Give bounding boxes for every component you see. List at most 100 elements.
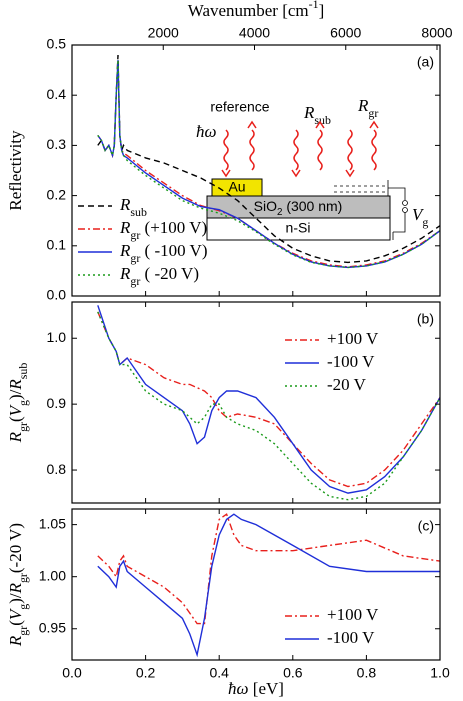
x-tick-label: 0.2: [136, 665, 156, 681]
inset-r-sub: Rsub: [303, 103, 331, 127]
text-part: 2: [277, 207, 282, 218]
wave: [249, 129, 255, 171]
text-part: gr: [16, 422, 30, 432]
text-part: R: [357, 96, 369, 115]
text-part: +100 V: [327, 605, 379, 624]
wave: [317, 129, 323, 171]
x2-tick-label: 2000: [148, 25, 179, 41]
text-part: )/: [6, 593, 25, 604]
text-part: SiO: [254, 198, 277, 214]
plot-frame: [71, 301, 441, 504]
text-part: R: [6, 431, 25, 443]
text-part: [eV]: [249, 679, 284, 698]
y-axis-label: Rgr(Vg)/Rgr(-20 V): [6, 523, 30, 647]
text-part: ( -100 V): [140, 241, 207, 260]
y-tick-label: 1.05: [39, 515, 66, 531]
text-part: g: [422, 215, 428, 229]
plot-frame: [71, 44, 441, 297]
text-part: gr: [16, 626, 30, 636]
text-part: Reflectivity: [6, 130, 25, 211]
text-part: V: [6, 403, 25, 416]
y-tick-label: 1.00: [39, 567, 66, 583]
inset: reference ħω Rsub Rgr Au SiO2 (300 nm) n…: [196, 96, 428, 241]
x-axis-label: ħω [eV]: [228, 679, 284, 698]
text-part: R: [119, 264, 131, 283]
series-line: [97, 311, 440, 488]
text-part: (: [6, 620, 25, 626]
inset-reference: reference: [210, 99, 269, 115]
wave: [347, 129, 353, 171]
legend-label: +100 V: [327, 605, 379, 624]
y-axis-label: Rgr(Vg)/Rsub: [6, 363, 30, 444]
y-tick-label: 0.3: [47, 136, 67, 152]
text-part: gr: [130, 251, 140, 265]
silicon-layer: [206, 217, 391, 241]
text-part: R: [6, 582, 25, 594]
panel-label: (a): [417, 54, 434, 70]
legend-label: Rgr (+100 V): [119, 218, 207, 242]
x-tick-label: 0.6: [283, 665, 303, 681]
text-part: gr: [368, 106, 378, 120]
inset-sio2: SiO2 (300 nm): [254, 198, 343, 218]
series-line: [97, 311, 440, 501]
text-part: R: [6, 379, 25, 391]
legend-label: Rsub: [119, 195, 147, 219]
arrow-heads: [221, 120, 379, 178]
text-part: )/: [6, 389, 25, 400]
text-part: Wavenumber [cm: [188, 1, 309, 20]
text-part: (-20 V): [6, 523, 25, 573]
x-tick-label: 0.4: [209, 665, 229, 681]
text-part: R: [119, 241, 131, 260]
panel-label: (c): [418, 518, 434, 534]
y-tick-label: 0.4: [47, 86, 67, 102]
text-part: gr: [130, 274, 140, 288]
legend-label: -100 V: [327, 352, 375, 371]
legend-label: Rgr ( -100 V): [119, 241, 208, 265]
text-part: g: [16, 604, 30, 610]
plot-frame: [71, 508, 441, 661]
text-part: sub: [314, 113, 331, 127]
x-tick-label: 1.0: [430, 665, 450, 681]
text-part: R: [303, 103, 315, 122]
inset-au: Au: [228, 179, 245, 195]
wave: [223, 129, 229, 171]
wave: [293, 129, 299, 171]
series-line: [97, 305, 440, 494]
text-part: V: [6, 607, 25, 620]
y-tick-label: 0.5: [47, 36, 67, 52]
inset-nsi: n-Si: [286, 220, 311, 236]
wave: [371, 129, 377, 171]
text-part: sub: [16, 363, 30, 380]
text-part: -100 V: [327, 352, 375, 371]
text-part: -100 V: [327, 628, 375, 647]
legend-label: +100 V: [327, 329, 379, 348]
y-tick-label: 1.0: [47, 329, 67, 345]
legend-label: Rgr ( -20 V): [119, 264, 199, 288]
text-part: R: [119, 195, 131, 214]
text-part: +100 V: [327, 329, 379, 348]
text-part: (300 nm): [282, 198, 342, 214]
inset-photon: ħω: [196, 122, 217, 141]
series-line: [97, 513, 440, 658]
text-part: ( -20 V): [140, 264, 199, 283]
text-part: (+100 V): [140, 218, 207, 237]
text-part: -20 V: [327, 375, 367, 394]
text-part: g: [16, 400, 30, 406]
x2-tick-label: 8000: [421, 25, 452, 41]
light-arrows: [221, 120, 379, 178]
y-axis-label: Reflectivity: [6, 130, 25, 211]
x2-axis-label: Wavenumber [cm-1]: [188, 0, 324, 20]
text-part: (: [6, 416, 25, 422]
y-tick-label: 0.0: [47, 287, 67, 303]
legend-label: -100 V: [327, 628, 375, 647]
text-part: gr: [16, 573, 30, 583]
text-part: R: [119, 218, 131, 237]
text-part: ħω: [196, 122, 217, 141]
y-tick-label: 0.2: [47, 186, 67, 202]
x-tick-label: 0.8: [357, 665, 377, 681]
text-part: ]: [319, 1, 325, 20]
text-part: ħω: [228, 679, 249, 698]
legend-label: -20 V: [327, 375, 367, 394]
inset-vg: Vg: [412, 205, 428, 229]
